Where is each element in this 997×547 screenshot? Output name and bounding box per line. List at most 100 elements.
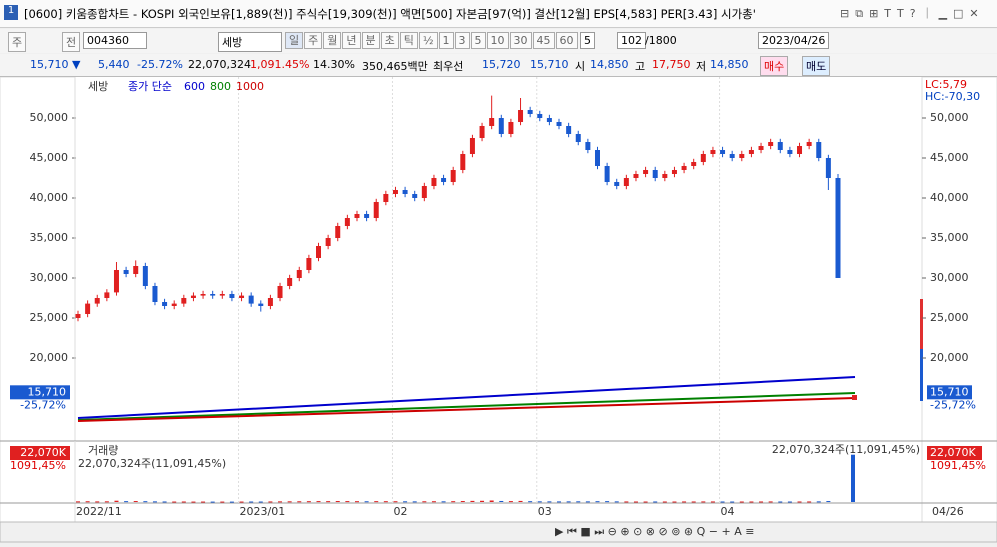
candle-body [546,118,552,122]
title-bar: 1 [0600] 키움종합차트 - KOSPI 외국인보유[1,889(천)] … [0,0,997,28]
period-select[interactable]: 주 [8,32,27,52]
candle-body [373,202,379,218]
candle-body [575,134,581,142]
interval-button[interactable]: 년 [342,32,361,49]
y-tick-label: 30,000 [30,271,69,284]
turnover: 14.30% [313,58,355,71]
candle-body [383,194,389,202]
candle-body [239,295,245,298]
candle-body [652,170,658,178]
volume-bar [489,500,494,502]
volume-bar [537,501,542,503]
interval-button[interactable]: 45 [532,32,555,49]
volume-sub-label: 22,070,324주(11,091,45%) [78,457,226,470]
candle-body [133,266,139,274]
interval-button[interactable]: 일 [285,32,304,49]
candle-body [720,150,726,154]
candle-body [306,258,312,270]
volume-bar [451,501,456,503]
buy-button[interactable]: 매수 [760,56,789,76]
candle-body [344,218,350,226]
scroll-controls[interactable]: ▶ ⏮ ■ ⏭ ⊖ ⊕ ⊙ ⊗ ⊘ ⊚ ⊛ Q − + A ≡ [555,525,754,538]
volume-bar [633,501,638,503]
candle-body [700,154,706,162]
candle-body [748,150,754,154]
interval-button[interactable]: 30 [509,32,532,49]
low-label: 저 [696,60,707,73]
candle-body [85,303,91,314]
interval-button[interactable]: 60 [555,32,578,49]
volume-bar [441,501,446,503]
chart: ▶ ⏮ ■ ⏭ ⊖ ⊕ ⊙ ⊗ ⊘ ⊚ ⊛ Q − + A ≡ 20,000 20… [0,77,997,543]
candle-body [566,126,572,134]
volume-bar [191,501,196,503]
volume-bar [499,500,504,502]
volume-bar [403,501,408,503]
volume-bar [595,501,600,503]
volume-bar [557,501,562,503]
y-tick-label: 40,000 [930,191,969,204]
last-rate: -25,72% [930,398,976,411]
x-tick-label: 02 [393,505,407,518]
count-input[interactable]: 102 [617,32,646,49]
candle-body [248,295,254,304]
change: 5,440 [98,58,130,71]
volume-bar [326,501,331,503]
volume-bar [249,501,254,503]
interval-button[interactable]: 초 [380,32,399,49]
candle-body [354,214,360,218]
volume-bar [229,501,234,503]
date-input[interactable]: 2023/04/26 [758,32,830,49]
interval-button[interactable]: 3 [454,32,470,49]
candle-body [594,150,600,166]
volume-box [927,446,982,460]
candle-body [142,266,148,286]
y-tick-label: 35,000 [930,231,969,244]
sell-button[interactable]: 매도 [802,56,831,76]
candle-body [758,146,764,150]
candle-body [450,170,456,182]
volume-bar [470,500,475,502]
window-title: [0600] 키움종합차트 - KOSPI 외국인보유[1,889(천)] 주식… [24,7,756,21]
code-input[interactable]: 004360 [83,32,147,49]
candle-body [113,270,119,293]
candle-body [681,166,687,170]
prev-button[interactable]: 전 [62,32,81,52]
candle-body [537,114,543,118]
volume-bar [566,501,571,503]
volume-bar [316,501,321,503]
candle-body [835,178,841,278]
volume-bar [691,501,696,503]
last-price: 15,710 [930,385,969,398]
volume-bar [152,501,157,503]
candle-body [643,170,649,174]
interval-button[interactable]: ½ [418,32,438,49]
interval-button[interactable]: 분 [361,32,380,49]
candle-body [710,150,716,154]
volume-bar [508,501,513,503]
interval-button[interactable]: 틱 [399,32,418,49]
interval-select[interactable]: 5 [580,32,595,49]
candle-body [768,142,774,146]
scrollbar[interactable] [0,521,997,543]
candle-body [739,154,745,158]
candle-body [787,150,793,154]
interval-button[interactable]: 주 [304,32,323,49]
candle-body [614,182,620,186]
candle-body [296,270,302,278]
volume-bar [297,501,302,503]
volume-bar [335,501,340,503]
volume-bar [143,501,148,503]
volume-bar [547,501,552,503]
range-indicator [920,349,923,401]
interval-button[interactable]: 월 [323,32,342,49]
volume-bar [374,501,379,503]
interval-button[interactable]: 1 [438,32,454,49]
window-controls[interactable]: ⊟⧉⊞ΤT?｜▁□✕ [840,7,985,20]
interval-button[interactable]: 5 [470,32,486,49]
interval-button[interactable]: 10 [486,32,509,49]
volume-bar [278,501,283,503]
stock-name[interactable]: 세방 [218,32,282,52]
volume-bar [104,501,109,503]
volume-bar [720,501,725,503]
